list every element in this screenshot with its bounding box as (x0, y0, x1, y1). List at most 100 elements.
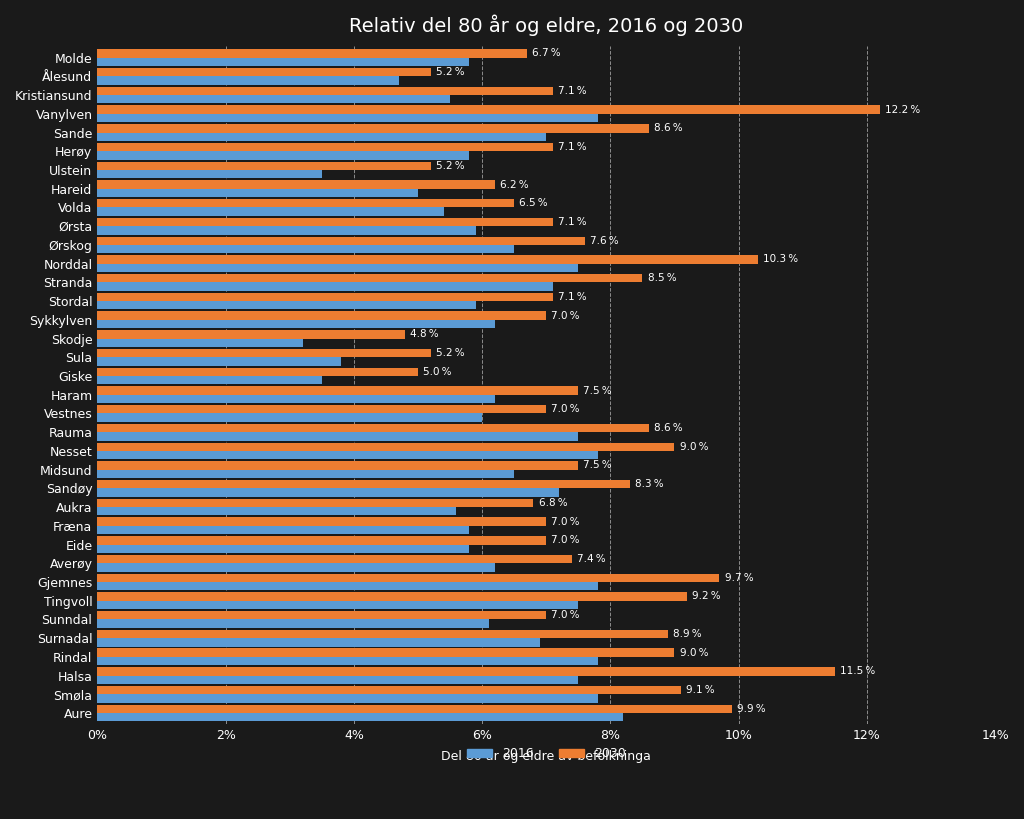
Text: 10.3 %: 10.3 % (763, 255, 798, 265)
Bar (97, 695, 598, 703)
Text: 7.1 %: 7.1 % (558, 86, 587, 96)
Bar (97, 133, 546, 141)
Text: 7.1 %: 7.1 % (558, 217, 587, 227)
Text: 7.0 %: 7.0 % (551, 517, 580, 527)
Bar (97, 218, 553, 226)
Text: 5.0 %: 5.0 % (423, 367, 452, 377)
Bar (97, 283, 553, 291)
Bar (97, 226, 476, 234)
Bar (97, 330, 406, 338)
Bar (97, 507, 457, 515)
Bar (97, 432, 579, 441)
Bar (97, 461, 579, 469)
Bar (97, 573, 720, 582)
Text: 5.2 %: 5.2 % (436, 161, 465, 171)
Text: 9.9 %: 9.9 % (737, 704, 766, 714)
Bar (97, 526, 469, 534)
Bar (97, 582, 598, 590)
Text: 9.2 %: 9.2 % (692, 591, 721, 601)
Bar (97, 207, 443, 215)
Bar (97, 274, 642, 283)
Bar (97, 667, 835, 676)
Text: 8.6 %: 8.6 % (654, 124, 683, 133)
Bar (97, 713, 624, 722)
Bar (97, 68, 431, 76)
Bar (97, 368, 418, 376)
Text: 7.0 %: 7.0 % (551, 310, 580, 320)
Text: 8.5 %: 8.5 % (647, 274, 676, 283)
Bar (97, 180, 495, 188)
Bar (97, 87, 553, 95)
Bar (97, 619, 488, 628)
Bar (97, 657, 598, 665)
Bar (97, 161, 431, 170)
Bar (97, 357, 341, 365)
Bar (97, 451, 598, 459)
Text: 5.2 %: 5.2 % (436, 67, 465, 77)
Text: 4.8 %: 4.8 % (411, 329, 439, 339)
Bar (97, 143, 553, 152)
Bar (97, 499, 534, 507)
Bar (97, 638, 540, 646)
Bar (97, 349, 431, 357)
Bar (97, 319, 495, 328)
Text: 9.7 %: 9.7 % (725, 572, 753, 583)
Bar (97, 311, 546, 319)
Bar (97, 237, 585, 245)
Bar (97, 301, 476, 310)
Text: 6.7 %: 6.7 % (532, 48, 561, 58)
Text: 8.6 %: 8.6 % (654, 423, 683, 433)
Text: 7.1 %: 7.1 % (558, 142, 587, 152)
Bar (97, 704, 732, 713)
Bar (97, 124, 649, 133)
Text: 12.2 %: 12.2 % (885, 105, 921, 115)
Bar (97, 387, 579, 395)
Bar (97, 649, 675, 657)
Text: 7.0 %: 7.0 % (551, 610, 580, 620)
Bar (97, 49, 527, 57)
Bar (97, 338, 302, 347)
Bar (97, 423, 649, 432)
Text: 7.5 %: 7.5 % (584, 386, 612, 396)
Bar (97, 376, 322, 384)
Text: 7.4 %: 7.4 % (577, 554, 605, 564)
Text: 7.0 %: 7.0 % (551, 405, 580, 414)
Text: 7.1 %: 7.1 % (558, 292, 587, 302)
Bar (97, 395, 495, 403)
Bar (97, 676, 579, 684)
Bar (97, 292, 553, 301)
Text: 9.0 %: 9.0 % (680, 441, 709, 452)
Bar (97, 170, 322, 179)
Bar (97, 480, 630, 488)
Bar (97, 630, 668, 638)
Bar (97, 152, 469, 160)
Text: 6.8 %: 6.8 % (539, 498, 567, 508)
Bar (97, 199, 514, 207)
Bar (97, 592, 687, 600)
Legend: 2016, 2030: 2016, 2030 (462, 743, 631, 766)
Title: Relativ del 80 år og eldre, 2016 og 2030: Relativ del 80 år og eldre, 2016 og 2030 (349, 15, 743, 37)
Bar (97, 95, 451, 103)
Text: 5.2 %: 5.2 % (436, 348, 465, 358)
Bar (97, 545, 469, 553)
Bar (97, 264, 579, 272)
Bar (97, 488, 559, 496)
Bar (97, 536, 546, 545)
Bar (97, 554, 571, 563)
Bar (97, 76, 398, 84)
Bar (97, 414, 482, 422)
Bar (97, 469, 514, 478)
Bar (97, 686, 681, 695)
Bar (97, 611, 546, 619)
Text: 7.5 %: 7.5 % (584, 460, 612, 470)
Bar (97, 563, 495, 572)
Bar (97, 57, 469, 66)
Bar (97, 518, 546, 526)
Bar (97, 600, 579, 609)
Bar (97, 106, 880, 114)
Bar (97, 188, 418, 197)
Bar (97, 245, 514, 253)
Text: 8.9 %: 8.9 % (673, 629, 701, 639)
Bar (97, 114, 598, 122)
Bar (97, 256, 758, 264)
